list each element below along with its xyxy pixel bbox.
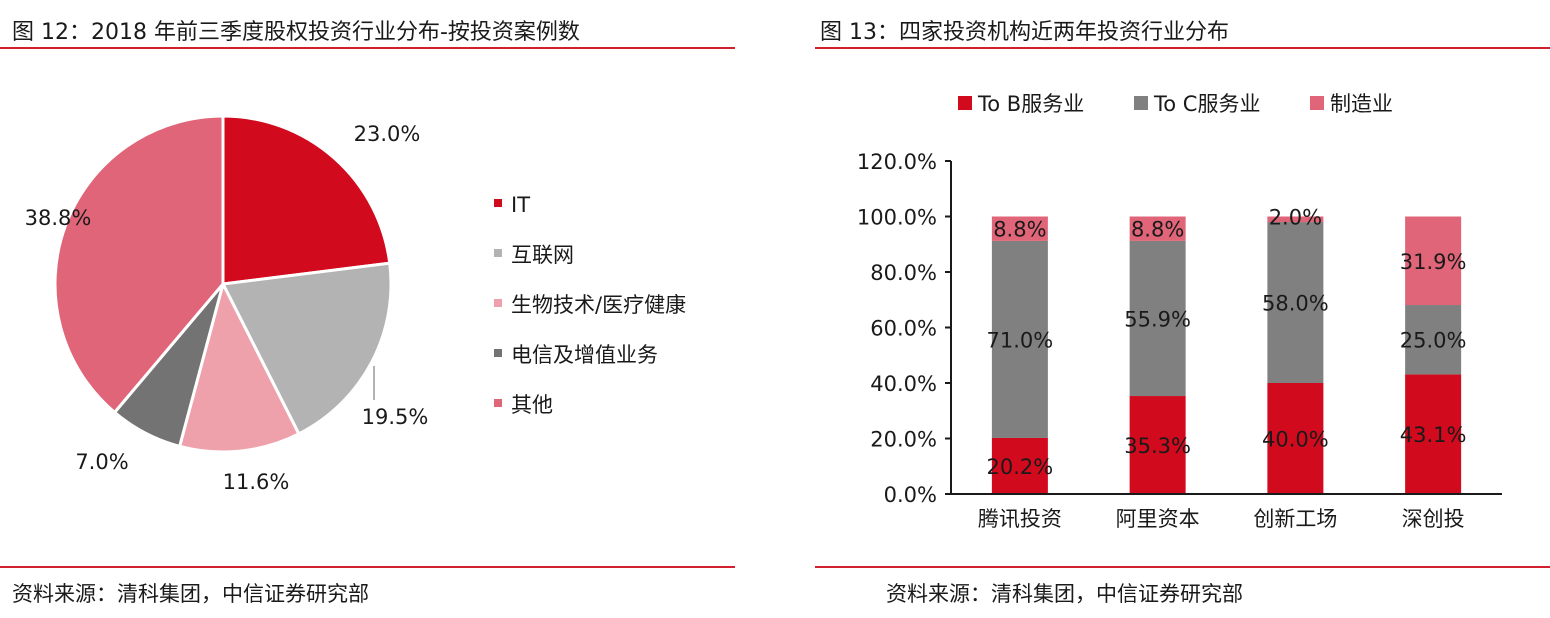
bar-segment-item-2: [1129, 216, 1186, 241]
source-note: 资料来源：清科集团，中信证券研究部: [886, 582, 1243, 606]
y-tick-label: 100.0%: [857, 206, 937, 230]
bar-chart-title: 图 13：四家投资机构近两年投资行业分布: [820, 20, 1229, 45]
bar-value-label: 35.3%: [1124, 434, 1191, 458]
legend-swatch: [494, 249, 502, 257]
bar-segment-to-c: [1267, 222, 1324, 383]
bar-value-label: 2.0%: [1269, 206, 1322, 230]
bar-value-label: 31.9%: [1400, 250, 1467, 274]
pie-slice-item-2: [177, 279, 301, 454]
legend-item-label: To B服务业: [977, 92, 1084, 116]
pie-value-label: 19.5%: [362, 405, 429, 429]
bar-value-label: 40.0%: [1262, 428, 1329, 452]
bar-value-label: 58.0%: [1262, 292, 1329, 316]
source-rule: [0, 566, 735, 568]
bar-value-label: 55.9%: [1124, 307, 1191, 331]
legend-item-label: IT: [511, 193, 530, 217]
x-tick-label: 深创投: [1402, 507, 1465, 531]
y-tick-label: 60.0%: [870, 317, 937, 341]
pie-slice-item-1: [220, 261, 393, 436]
pie-value-label: 7.0%: [75, 450, 128, 474]
legend-item-label: 制造业: [1330, 92, 1393, 116]
bar-segment-to-b: [991, 437, 1048, 494]
bar-segment-item-2: [1405, 216, 1462, 306]
bar-chart-panel: 图 13：四家投资机构近两年投资行业分布 To B服务业 To C服务业 制造业 20…: [810, 0, 1550, 618]
bar-segment-to-b: [1267, 383, 1324, 494]
legend-swatch: [1310, 96, 1324, 110]
pie-value-label: 11.6%: [223, 470, 290, 494]
bar-value-label: 71.0%: [987, 328, 1054, 352]
pie-chart: 23.0% 19.5% 11.6% 7.0% 38.8% IT 互联网生物技术/医疗健康电信…: [25, 114, 686, 494]
title-rule: [0, 47, 735, 49]
legend-swatch: [494, 299, 502, 307]
bar-segment-to-b: [1405, 374, 1462, 494]
legend-swatch: [494, 349, 502, 357]
bar-value-label: 25.0%: [1400, 329, 1467, 353]
legend-item-label: 互联网: [511, 243, 574, 267]
source-note: 资料来源：清科集团，中信证券研究部: [12, 582, 369, 606]
pie-slice-item-4: [53, 114, 225, 415]
pie-chart-title: 图 12：2018 年前三季度股权投资行业分布-按投资案例数: [12, 20, 580, 45]
pie-value-label: 23.0%: [354, 122, 421, 146]
legend-swatch: [494, 399, 502, 407]
legend-item-label: 其他: [511, 393, 553, 417]
bar-value-label: 43.1%: [1400, 423, 1467, 447]
legend-item-label: 电信及增值业务: [511, 343, 658, 367]
bar-segment-to-c: [991, 240, 1048, 438]
legend-swatch: [958, 96, 972, 110]
title-rule: [815, 47, 1550, 49]
y-tick-label: 80.0%: [870, 261, 937, 285]
pie-value-label: 38.8%: [25, 206, 92, 230]
bar-segment-to-c: [1405, 305, 1462, 375]
pie-chart-panel: 图 12：2018 年前三季度股权投资行业分布-按投资案例数 23.0% 19.5…: [0, 0, 740, 618]
legend-item-label: 生物技术/医疗健康: [511, 293, 686, 317]
bar-segment-item-2: [991, 216, 1048, 241]
bar-value-label: 8.8%: [993, 218, 1046, 242]
legend-swatch: [494, 199, 502, 207]
y-tick-label: 20.0%: [870, 428, 937, 452]
legend-swatch: [1134, 96, 1148, 110]
source-rule: [815, 566, 1550, 568]
bar-value-label: 8.8%: [1131, 218, 1184, 242]
x-tick-label: 创新工场: [1253, 507, 1337, 531]
y-tick-label: 40.0%: [870, 372, 937, 396]
bar-value-label: 20.2%: [987, 455, 1054, 479]
x-tick-label: 阿里资本: [1116, 507, 1200, 531]
legend-item-label: To C服务业: [1153, 92, 1260, 116]
y-tick-label: 120.0%: [857, 150, 937, 174]
bar-segment-to-b: [1129, 396, 1186, 494]
x-tick-label: 腾讯投资: [978, 507, 1062, 531]
pie-slice-it: [221, 114, 392, 286]
bar-segment-item-2: [1267, 216, 1324, 223]
y-tick-label: 0.0%: [884, 483, 937, 507]
stacked-bar-chart: To B服务业 To C服务业 制造业 20.2% 71.0% 8.8% 腾讯投资 35.3%…: [857, 92, 1502, 531]
bar-segment-to-c: [1129, 240, 1186, 397]
